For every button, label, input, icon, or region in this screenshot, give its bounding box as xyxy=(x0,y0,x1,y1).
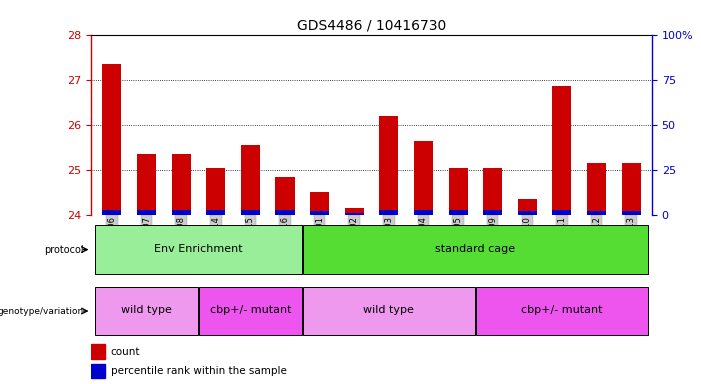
Text: cbp+/- mutant: cbp+/- mutant xyxy=(210,305,291,315)
Bar xyxy=(241,145,260,215)
FancyBboxPatch shape xyxy=(303,225,648,274)
Bar xyxy=(310,212,329,215)
Text: wild type: wild type xyxy=(121,305,172,315)
Bar xyxy=(172,154,191,215)
Bar xyxy=(206,210,225,215)
FancyBboxPatch shape xyxy=(95,287,198,335)
Bar xyxy=(137,210,156,215)
Bar xyxy=(414,141,433,215)
Bar xyxy=(345,208,364,215)
Bar xyxy=(449,210,468,215)
Bar xyxy=(449,168,468,215)
FancyBboxPatch shape xyxy=(95,225,301,274)
Bar xyxy=(241,210,260,215)
Bar xyxy=(483,210,502,215)
Bar xyxy=(91,364,105,378)
Bar xyxy=(275,210,294,215)
FancyBboxPatch shape xyxy=(199,287,301,335)
Text: percentile rank within the sample: percentile rank within the sample xyxy=(111,366,287,376)
Bar xyxy=(172,210,191,215)
FancyBboxPatch shape xyxy=(303,287,475,335)
Bar xyxy=(102,210,121,215)
Bar xyxy=(483,168,502,215)
Bar xyxy=(622,212,641,215)
Bar xyxy=(102,64,121,215)
Bar xyxy=(622,163,641,215)
Bar xyxy=(310,192,329,215)
FancyBboxPatch shape xyxy=(476,287,648,335)
Bar xyxy=(552,86,571,215)
Bar xyxy=(137,154,156,215)
Bar xyxy=(345,213,364,215)
Bar xyxy=(518,199,537,215)
Bar xyxy=(587,163,606,215)
Bar xyxy=(552,210,571,215)
Bar xyxy=(379,210,398,215)
Bar xyxy=(414,210,433,215)
Bar xyxy=(587,212,606,215)
Text: Env Enrichment: Env Enrichment xyxy=(154,243,243,253)
Bar xyxy=(275,177,294,215)
Text: wild type: wild type xyxy=(363,305,414,315)
Text: standard cage: standard cage xyxy=(435,243,515,253)
Text: cbp+/- mutant: cbp+/- mutant xyxy=(521,305,603,315)
Text: protocol: protocol xyxy=(44,245,84,255)
Text: count: count xyxy=(111,347,140,357)
Bar xyxy=(518,212,537,215)
Bar xyxy=(206,168,225,215)
Title: GDS4486 / 10416730: GDS4486 / 10416730 xyxy=(297,18,446,32)
Text: genotype/variation: genotype/variation xyxy=(0,306,84,316)
Bar xyxy=(379,116,398,215)
Bar xyxy=(91,344,105,359)
